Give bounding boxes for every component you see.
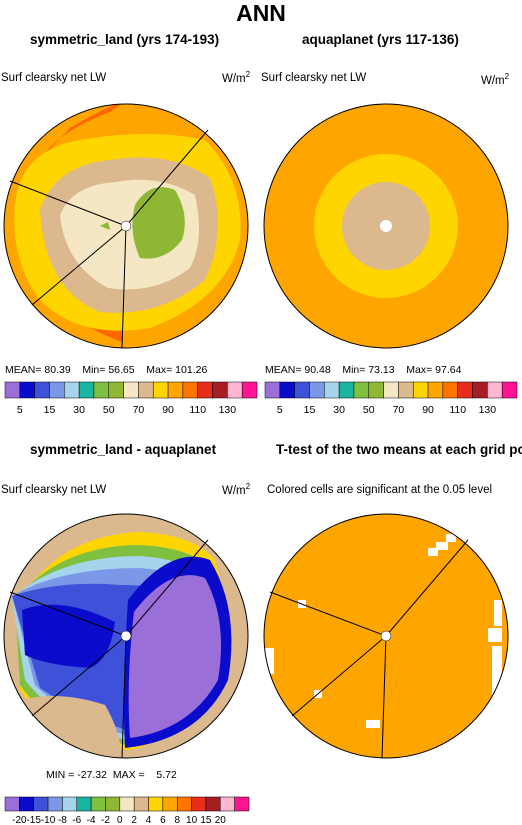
pole-marker [120, 220, 132, 232]
panel-title-difference: symmetric_land - aquaplanet [30, 442, 217, 457]
colorbar-tick-label: 130 [219, 404, 237, 416]
sector-line [125, 539, 209, 637]
colorbar-tick-label: 5 [277, 404, 283, 416]
colorbar-tick-label: -6 [72, 815, 81, 825]
colorbar-tick-label: 30 [333, 404, 345, 416]
colorbar-tick-label: 8 [174, 815, 180, 825]
sector-line [381, 635, 387, 759]
colorbar-tick-label: 50 [103, 404, 115, 416]
colorbar-labels-top-left: 5 15 30 50 70 90 110 130 [17, 404, 237, 416]
pole-marker [380, 220, 392, 232]
units-label-bottom-left: W/m2 [222, 482, 251, 497]
sector-line [121, 225, 127, 349]
colorbar-tick-label: 90 [422, 404, 434, 416]
sector-line [125, 129, 209, 227]
pole-marker [380, 630, 392, 642]
sector-line [291, 635, 387, 717]
sector-line [31, 225, 127, 306]
colorbar-tick-label: -20 [12, 815, 27, 825]
colorbar-tick-label: -8 [58, 815, 67, 825]
colorbar-tick-label: -10 [41, 815, 56, 825]
colorbar-difference [4, 796, 250, 812]
nonsignificant-cell [446, 534, 456, 542]
colorbar-tick-label: 4 [146, 815, 152, 825]
map-region-navy-left [22, 604, 115, 668]
map-region-green-small [100, 222, 110, 230]
colorbar-tick-label: 70 [133, 404, 145, 416]
sector-line [121, 635, 127, 759]
sector-line [31, 635, 127, 717]
colorbar-tick-label: 130 [479, 404, 497, 416]
pole-marker [120, 630, 132, 642]
colorbar-tick-label: 10 [186, 815, 198, 825]
sector-line [9, 180, 127, 227]
sector-line [9, 591, 127, 637]
nonsignificant-cell [494, 600, 502, 626]
stats-top-left: MEAN= 80.39 Min= 56.65 Max= 101.26 [5, 364, 208, 376]
stats-top-right: MEAN= 90.48 Min= 73.13 Max= 97.64 [265, 364, 462, 376]
variable-label-top-right: Surf clearsky net LW [261, 72, 367, 84]
nonsignificant-cell [436, 542, 448, 550]
sector-line [385, 539, 469, 637]
colorbar-tick-label: 15 [304, 404, 316, 416]
map-region-tan-bottom [20, 696, 122, 758]
colorbar-tick-label: 5 [17, 404, 23, 416]
colorbar-tick-label: 6 [160, 815, 166, 825]
colorbar-cell [234, 796, 250, 812]
colorbar-tick-label: 110 [189, 404, 206, 416]
colorbar-tick-label: 90 [162, 404, 174, 416]
panel-title-ttest: T-test of the two means at each grid poi… [276, 442, 522, 457]
colorbar-tick-label: 15 [200, 815, 212, 825]
map-border [263, 513, 509, 759]
map-region-purple [128, 575, 222, 738]
nonsignificant-cell [428, 548, 438, 556]
nonsignificant-cell [264, 648, 274, 674]
colorbar-cell [241, 381, 258, 399]
colorbar-top-right [264, 381, 518, 399]
map-region-green [132, 187, 185, 259]
panel-title-symmetric-land: symmetric_land (yrs 174-193) [30, 32, 220, 47]
colorbar-tick-label: 15 [44, 404, 56, 416]
colorbar-tick-label: 110 [449, 404, 466, 416]
figure-title: ANN [236, 0, 286, 26]
variable-label-top-left: Surf clearsky net LW [1, 72, 107, 84]
stats-bottom-left: MIN = -27.32 MAX = 5.72 [46, 769, 177, 781]
colorbar-labels-top-right: 5 15 30 50 70 90 110 130 [277, 404, 497, 416]
nonsignificant-cell [488, 628, 502, 642]
colorbar-tick-label: -4 [87, 815, 96, 825]
colorbar-tick-label: 30 [73, 404, 85, 416]
colorbar-tick-label: 50 [363, 404, 375, 416]
colorbar-labels-difference: -20 -15 -10 -8 -6 -4 -2 0 2 4 6 8 10 15 20 [12, 815, 227, 825]
map-border [3, 103, 249, 349]
units-label-top-right: W/m2 [481, 72, 510, 87]
variable-label-bottom-left: Surf clearsky net LW [1, 484, 107, 496]
colorbar-tick-label: 20 [215, 815, 227, 825]
significance-note: Colored cells are significant at the 0.0… [267, 484, 493, 496]
colorbar-top-left [4, 381, 258, 399]
map-border [3, 513, 249, 759]
units-label-top-left: W/m2 [222, 70, 251, 85]
colorbar-cell [501, 381, 518, 399]
sector-line [269, 591, 387, 637]
nonsignificant-cell [366, 720, 380, 728]
nonsignificant-cell [492, 646, 502, 696]
panel-title-aquaplanet: aquaplanet (yrs 117-136) [302, 32, 459, 47]
colorbar-tick-label: 70 [393, 404, 405, 416]
colorbar-tick-label: -2 [101, 815, 110, 825]
colorbar-tick-label: -15 [26, 815, 41, 825]
colorbar-tick-label: 0 [117, 815, 123, 825]
colorbar-tick-label: 2 [131, 815, 137, 825]
